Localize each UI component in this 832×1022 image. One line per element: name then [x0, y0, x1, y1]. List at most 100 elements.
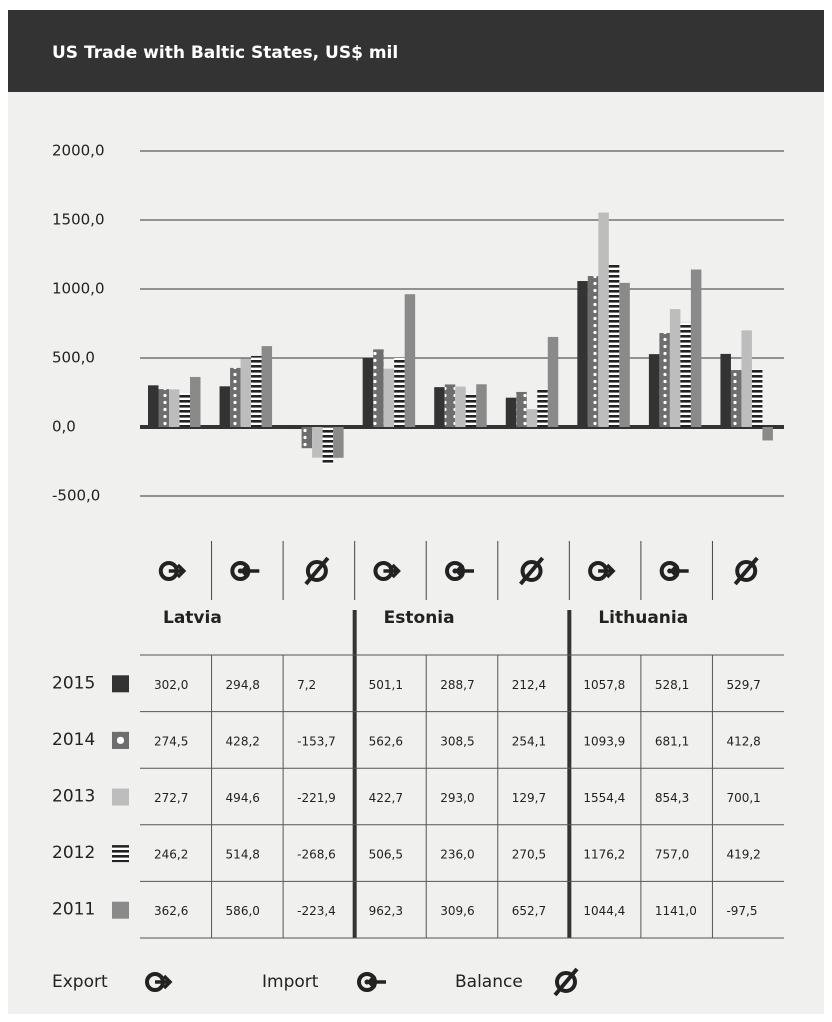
legend-label: Import	[262, 972, 319, 992]
icon-slash	[304, 556, 330, 586]
bar	[251, 355, 262, 427]
bar	[680, 322, 691, 427]
legend-swatch	[112, 901, 129, 919]
table-cell: 294,8	[226, 678, 260, 692]
country-label: Latvia	[163, 608, 222, 628]
table-cell: 309,6	[440, 904, 474, 918]
bar	[301, 427, 313, 449]
bar	[587, 276, 599, 427]
bar	[537, 389, 548, 427]
bar	[148, 385, 159, 427]
flow-icon	[553, 967, 579, 997]
bar	[659, 333, 670, 427]
year-label: 2012	[52, 843, 95, 863]
table-cell: 700,1	[726, 791, 760, 805]
bar	[547, 336, 559, 427]
bar	[608, 264, 620, 427]
bar	[762, 427, 773, 441]
year-label: 2013	[52, 787, 95, 807]
country-label: Estonia	[384, 608, 455, 628]
table-cell: -97,5	[726, 904, 757, 918]
table-cell: 212,4	[512, 678, 546, 692]
table-cell: 494,6	[226, 791, 260, 805]
y-tick-label: 1500,0	[52, 211, 105, 229]
table-cell: 308,5	[440, 734, 474, 748]
bar	[179, 393, 190, 427]
legend-swatch	[112, 788, 129, 806]
table-cell: -221,9	[297, 791, 336, 805]
bar	[720, 353, 731, 427]
table-cell: 586,0	[226, 904, 260, 918]
bar	[619, 282, 630, 427]
table-cell: 302,0	[154, 678, 188, 692]
legend-label: Export	[52, 972, 108, 992]
country-label: Lithuania	[598, 608, 688, 628]
flow-icon	[230, 561, 260, 581]
table-cell: 1093,9	[583, 734, 625, 748]
year-label: 2011	[52, 900, 95, 920]
icon-slash	[733, 556, 759, 586]
bar	[158, 389, 169, 427]
table-cell: 528,1	[655, 678, 689, 692]
bar	[322, 427, 334, 465]
table-cell: 514,8	[226, 848, 260, 862]
bar	[505, 397, 517, 427]
table-cell: 1554,4	[583, 791, 625, 805]
bar	[751, 369, 763, 427]
bar	[526, 409, 538, 427]
table-cell: 1057,8	[583, 678, 625, 692]
legend-label: Balance	[455, 972, 523, 992]
icon-arrow	[598, 563, 616, 579]
table-cell: 272,7	[154, 791, 188, 805]
icon-arrow	[383, 563, 401, 579]
bar	[333, 427, 344, 458]
flow-icon	[733, 556, 759, 586]
flow-icon	[304, 556, 330, 586]
table-cell: 246,2	[154, 848, 188, 862]
bar	[219, 386, 231, 427]
flow-icon	[158, 561, 187, 581]
bar	[516, 391, 527, 427]
bar	[598, 212, 609, 427]
icon-arrow	[454, 563, 474, 579]
bar	[190, 376, 201, 427]
table-cell: 1044,4	[583, 904, 625, 918]
flow-icon	[588, 561, 616, 581]
icon-arrow	[168, 563, 187, 579]
bar	[394, 357, 405, 427]
table-cell: -153,7	[297, 734, 336, 748]
table-cell: -223,4	[297, 904, 336, 918]
bar	[312, 427, 323, 458]
flow-icon	[373, 561, 401, 581]
table-cell: 236,0	[440, 848, 474, 862]
bar	[455, 386, 466, 427]
icon-ring	[735, 560, 758, 582]
table-cell: 288,7	[440, 678, 474, 692]
bar	[730, 370, 742, 427]
y-tick-label: 2000,0	[52, 142, 105, 160]
table-cell: 362,6	[154, 904, 188, 918]
table-cell: 129,7	[512, 791, 546, 805]
bar	[240, 358, 252, 427]
table-cell: 681,1	[655, 734, 689, 748]
y-tick-label: -500,0	[52, 487, 100, 505]
legend-swatch	[112, 675, 129, 693]
table-cell: 7,2	[297, 678, 316, 692]
year-label: 2015	[52, 673, 95, 693]
icon-arrow	[155, 974, 173, 990]
bar	[404, 294, 416, 427]
icon-arrow	[366, 974, 386, 990]
table-cell: 422,7	[369, 791, 403, 805]
table-cell: 529,7	[726, 678, 760, 692]
table-cell: 1141,0	[655, 904, 697, 918]
flow-icon	[659, 561, 689, 581]
bar	[690, 269, 702, 427]
bar	[291, 426, 302, 427]
bar	[373, 349, 384, 427]
bar	[577, 281, 588, 427]
icon-ring	[520, 560, 543, 582]
table-cell: 757,0	[655, 848, 689, 862]
icon-slash	[553, 967, 579, 997]
table-cell: 412,8	[726, 734, 760, 748]
table-cell: -268,6	[297, 848, 336, 862]
